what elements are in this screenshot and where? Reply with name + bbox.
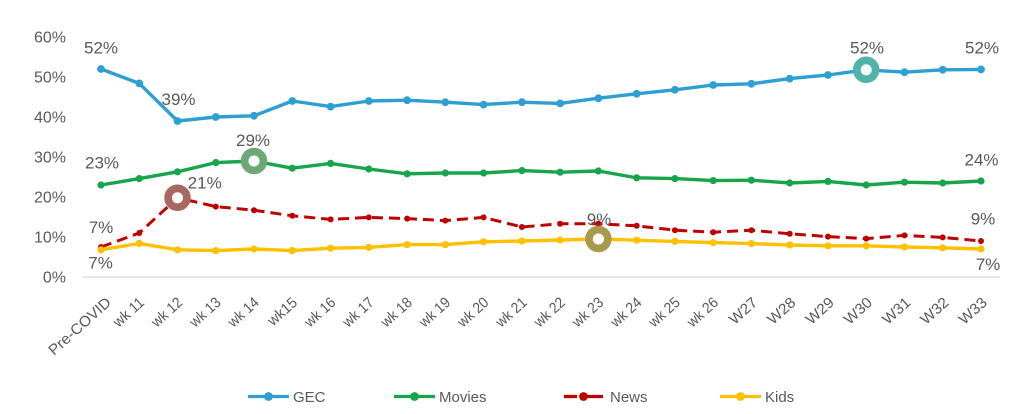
svg-text:60%: 60% bbox=[34, 30, 66, 47]
svg-text:10%: 10% bbox=[34, 230, 66, 247]
svg-text:7%: 7% bbox=[89, 218, 114, 237]
svg-text:23%: 23% bbox=[85, 153, 119, 172]
svg-text:Kids: Kids bbox=[765, 389, 794, 406]
svg-text:GEC: GEC bbox=[293, 389, 326, 406]
svg-text:52%: 52% bbox=[965, 39, 999, 58]
svg-text:30%: 30% bbox=[34, 150, 66, 167]
svg-text:7%: 7% bbox=[88, 254, 113, 273]
svg-text:Movies: Movies bbox=[439, 389, 487, 406]
svg-text:0%: 0% bbox=[43, 270, 66, 287]
svg-text:News: News bbox=[610, 389, 648, 406]
svg-text:24%: 24% bbox=[964, 151, 998, 170]
svg-text:39%: 39% bbox=[161, 90, 195, 109]
svg-text:40%: 40% bbox=[34, 110, 66, 127]
svg-text:52%: 52% bbox=[84, 39, 118, 58]
svg-text:9%: 9% bbox=[587, 210, 612, 229]
svg-text:9%: 9% bbox=[971, 210, 996, 229]
svg-text:7%: 7% bbox=[976, 255, 1001, 274]
svg-text:29%: 29% bbox=[236, 131, 270, 150]
svg-text:21%: 21% bbox=[188, 174, 222, 193]
svg-text:20%: 20% bbox=[34, 190, 66, 207]
svg-text:52%: 52% bbox=[850, 39, 884, 58]
svg-text:50%: 50% bbox=[34, 70, 66, 87]
